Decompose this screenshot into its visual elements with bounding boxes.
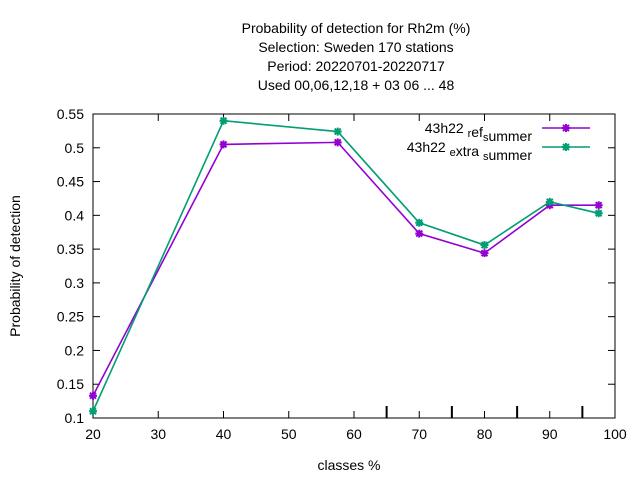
y-tick-label: 0.45 <box>57 174 84 190</box>
x-tick-label: 40 <box>216 426 232 442</box>
series-2 <box>89 116 603 416</box>
x-tick-label: 30 <box>150 426 166 442</box>
legend-item-1: 43h22 refsummer <box>425 120 590 144</box>
data-point <box>480 241 489 250</box>
data-point <box>480 249 489 258</box>
data-point <box>89 407 97 416</box>
data-point <box>594 201 603 210</box>
x-tick-label: 60 <box>346 426 362 442</box>
y-axis-label: Probability of detection <box>7 195 23 337</box>
data-point <box>545 197 554 206</box>
x-tick-label: 20 <box>85 426 101 442</box>
data-point <box>89 391 97 400</box>
title-line-3: Period: 20220701-20220717 <box>267 58 445 74</box>
series-group <box>89 116 603 416</box>
legend-label: 43h22 extra summer <box>407 139 533 163</box>
x-axis-label: classes % <box>317 457 380 473</box>
y-tick-label: 0.2 <box>65 342 85 358</box>
y-tick-label: 0.1 <box>65 410 85 426</box>
y-tick-label: 0.15 <box>57 376 84 392</box>
x-tick-label: 70 <box>411 426 427 442</box>
x-tick-label: 50 <box>281 426 297 442</box>
data-point <box>415 218 424 227</box>
legend-item-2: 43h22 extra summer <box>407 139 590 163</box>
legend-marker <box>562 124 570 132</box>
y-tick-label: 0.55 <box>57 106 84 122</box>
chart-title: Probability of detection for Rh2m (%) Se… <box>242 20 471 93</box>
axes: 20 30 40 50 60 70 80 90 100 0.1 0.15 0.2 0.25 0.3 0.35… <box>57 106 627 442</box>
title-line-1: Probability of detection for Rh2m (%) <box>242 20 471 36</box>
y-tick-label: 0.25 <box>57 309 84 325</box>
title-line-2: Selection: Sweden 170 stations <box>258 39 453 55</box>
data-point <box>219 116 228 125</box>
data-point <box>333 127 342 136</box>
x-tick-label: 80 <box>477 426 493 442</box>
data-point <box>219 140 228 149</box>
y-tick-label: 0.35 <box>57 241 84 257</box>
data-point <box>594 209 603 218</box>
y-tick-label: 0.3 <box>65 275 85 291</box>
data-point <box>333 138 342 147</box>
series-line <box>92 141 599 397</box>
data-point <box>415 229 424 238</box>
title-line-4: Used 00,06,12,18 + 03 06 ... 48 <box>258 77 455 93</box>
y-tick-label: 0.5 <box>65 140 85 156</box>
legend-marker <box>562 143 570 151</box>
series-1 <box>89 138 603 400</box>
x-tick-label: 100 <box>603 426 627 442</box>
y-tick-label: 0.4 <box>65 207 85 223</box>
legend-label: 43h22 refsummer <box>425 120 533 144</box>
x-tick-label: 90 <box>542 426 558 442</box>
series-line <box>92 119 599 412</box>
